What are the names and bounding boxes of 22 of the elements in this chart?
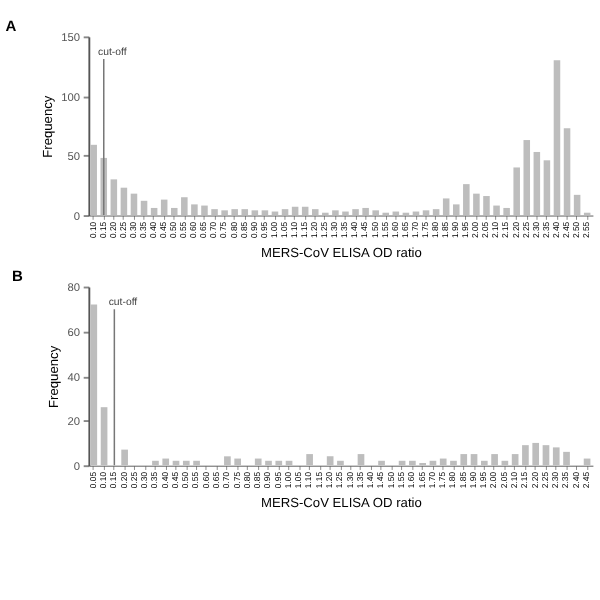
bar [100,407,108,466]
bar [120,187,128,216]
chart-title: A [5,16,18,35]
bar [543,160,551,216]
bar [542,445,550,466]
bar [306,454,313,466]
bar [110,179,118,216]
chart-title: B [11,266,24,285]
bar [422,210,430,216]
bar [378,460,385,466]
bar [563,128,571,216]
bar [553,60,561,216]
bar [432,209,440,216]
bar [573,194,581,216]
bar [533,151,541,216]
bar [130,193,138,216]
bar [251,210,259,216]
bar [442,198,450,216]
bar [121,449,128,466]
bar [281,209,289,216]
bar [261,210,269,216]
bar [90,304,98,466]
